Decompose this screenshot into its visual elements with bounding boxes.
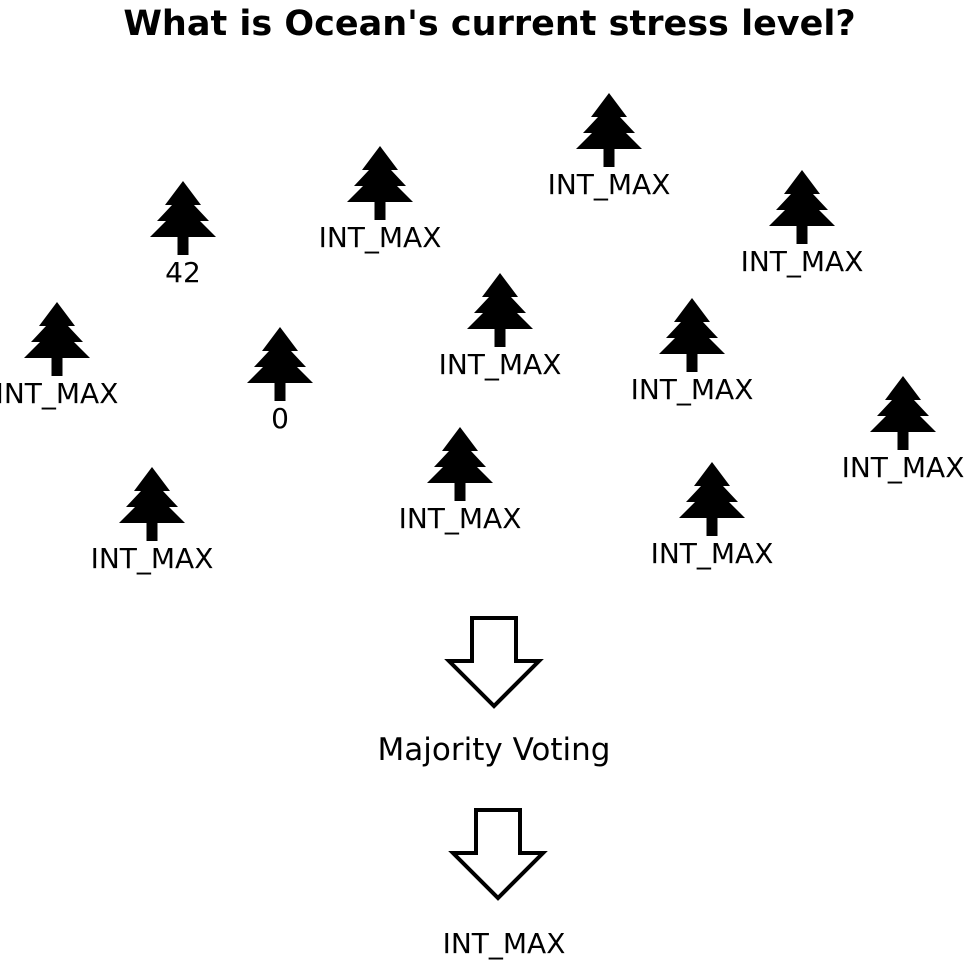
diagram-title: What is Ocean's current stress level? <box>123 4 856 44</box>
tree-prediction-label: INT_MAX <box>318 221 442 254</box>
tree-icon <box>427 427 493 501</box>
tree-icon <box>659 298 725 372</box>
tree-icon <box>576 93 642 167</box>
tree-icon <box>467 273 533 347</box>
majority-voting-label: Majority Voting <box>377 732 611 768</box>
tree-prediction-label: INT_MAX <box>547 168 671 201</box>
tree-icon <box>347 146 413 220</box>
tree-prediction-label: INT_MAX <box>650 537 774 570</box>
tree-prediction-label: INT_MAX <box>90 542 214 575</box>
down-arrow-icon <box>448 808 548 901</box>
tree-prediction-label: INT_MAX <box>740 245 864 278</box>
tree-prediction-label: INT_MAX <box>438 348 562 381</box>
tree-icon <box>119 467 185 541</box>
tree-icon <box>24 302 90 376</box>
tree-prediction-label: INT_MAX <box>0 377 119 410</box>
final-prediction: INT_MAX <box>442 927 566 960</box>
tree-icon <box>150 181 216 255</box>
tree-prediction-label: INT_MAX <box>841 451 965 484</box>
tree-icon <box>769 170 835 244</box>
tree-icon <box>679 462 745 536</box>
tree-prediction-label: INT_MAX <box>630 373 754 406</box>
tree-prediction-label: 42 <box>165 256 201 289</box>
tree-prediction-label: INT_MAX <box>398 502 522 535</box>
tree-prediction-label: 0 <box>271 402 289 435</box>
down-arrow-icon <box>444 616 544 709</box>
tree-icon <box>870 376 936 450</box>
tree-icon <box>247 327 313 401</box>
